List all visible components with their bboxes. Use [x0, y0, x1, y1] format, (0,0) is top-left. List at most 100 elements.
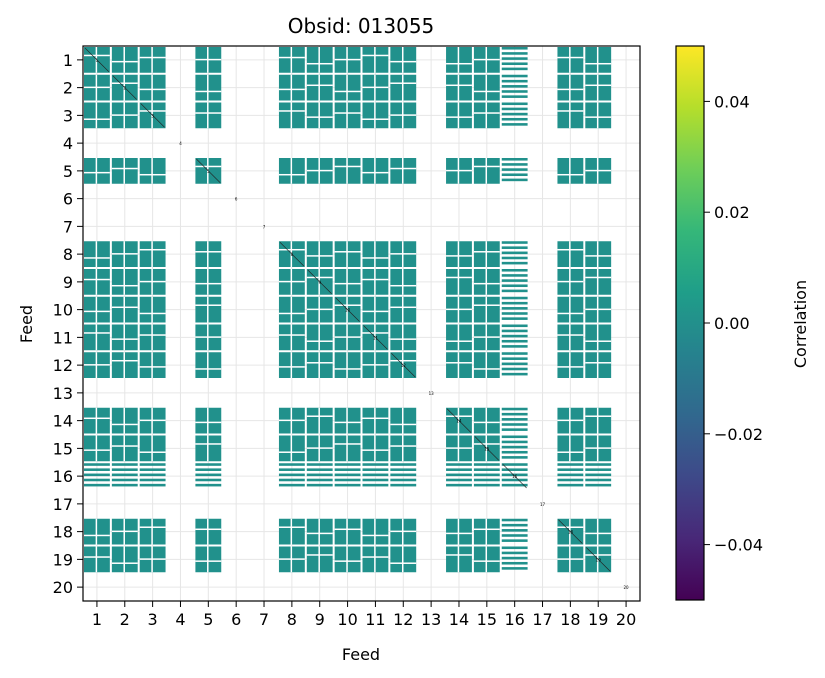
- heatmap-cell-stripe: [501, 334, 528, 338]
- diagonal-line: [502, 464, 527, 489]
- heatmap-cell-gap: [195, 251, 222, 253]
- colorbar-tick-label: −0.02: [714, 425, 763, 444]
- heatmap-cell-gap: [139, 419, 166, 422]
- heatmap-cell-stripe: [501, 261, 528, 265]
- diagonal-line: [446, 408, 472, 433]
- y-tick-label: 8: [63, 245, 73, 264]
- heatmap-cell-gap: [457, 47, 460, 73]
- heatmap-cell-gap: [151, 296, 153, 323]
- heatmap-cell-gap: [569, 74, 571, 101]
- heatmap-cell-8-18: [557, 241, 584, 267]
- heatmap-cell-8-10: [334, 241, 361, 267]
- y-tick-label: 7: [63, 217, 73, 236]
- heatmap-cell-gap: [473, 528, 500, 531]
- heatmap-cell-stripe: [501, 367, 528, 371]
- heatmap-cell-stripe: [501, 546, 528, 550]
- heatmap-cell-stripe: [585, 468, 612, 471]
- diagonal-line: [391, 353, 416, 378]
- heatmap-cell-gap: [111, 530, 138, 533]
- heatmap-cell-1-14: [446, 47, 472, 73]
- heatmap-cell-16-1: [84, 463, 110, 487]
- heatmap-cell-gap: [123, 352, 125, 378]
- heatmap-cell-gap: [401, 324, 404, 351]
- heatmap-cell-11-2: [111, 324, 138, 351]
- x-axis-ticks: 1 2 3 4 5 6 7 8 9 10 11 12 13 14 15 16 17 18 19 20: [92, 601, 636, 629]
- heatmap-cell-gap: [473, 336, 500, 338]
- heatmap-cell-gap: [446, 415, 472, 417]
- heatmap-cell-gap: [485, 158, 488, 184]
- x-tick-label: 3: [148, 610, 158, 629]
- heatmap-cell-11-16: [501, 324, 528, 348]
- heatmap-cell-15-5: [195, 435, 222, 462]
- heatmap-cell-stripe: [501, 440, 528, 444]
- heatmap-cell-5-10: [334, 158, 361, 184]
- heatmap-cell-gap: [334, 336, 361, 338]
- heatmap-cell-gap: [318, 102, 320, 129]
- heatmap-cell-9-14: [446, 269, 472, 295]
- heatmap-cell-stripe: [306, 473, 333, 477]
- colorbar: 0.04 0.02 0.00 −0.02 −0.04 Correlation: [675, 45, 810, 601]
- heatmap-cell-gap: [318, 352, 320, 378]
- heatmap-cell-stripe: [473, 483, 500, 487]
- plot-frame: [82, 45, 641, 602]
- heatmap-cell-8-19: [585, 241, 612, 267]
- heatmap-cell-gap: [569, 324, 571, 351]
- y-tick-label: 19: [53, 550, 73, 569]
- heatmap-cell-1-12: [390, 47, 417, 73]
- heatmap-cell-gap: [557, 280, 584, 283]
- heatmap-cell-gap: [390, 60, 417, 63]
- diagonal-line: [140, 103, 165, 128]
- heatmap-cell-gap: [84, 278, 110, 281]
- y-tick-label: 14: [53, 412, 73, 431]
- heatmap-cell-5-15: [473, 158, 500, 184]
- heatmap-cell-gap: [390, 82, 417, 84]
- heatmap-cell-gap: [195, 58, 222, 61]
- heatmap-cell-stripe: [473, 473, 500, 477]
- heatmap-cell-stripe: [501, 79, 528, 83]
- heatmap-cell-11-15: [473, 324, 500, 351]
- heatmap-cell-18-14: [446, 518, 472, 545]
- heatmap-cell-stripe: [501, 296, 528, 300]
- heatmap-cell-12-19: [585, 352, 612, 378]
- heatmap-cell-18-10: [334, 518, 361, 545]
- heatmap-cell-gap: [557, 366, 584, 368]
- heatmap-cell-gap: [596, 102, 599, 129]
- heatmap-cell-15-18: [557, 435, 584, 462]
- heatmap-cell-9-5: [195, 269, 222, 295]
- heatmap-cell-9-11: [362, 269, 389, 295]
- heatmap-cell-gap: [139, 451, 166, 453]
- heatmap-cell-gap: [557, 248, 584, 251]
- heatmap-cell-gap: [596, 241, 599, 267]
- heatmap-cell-gap: [401, 158, 404, 184]
- heatmap-cell-stripe: [501, 329, 528, 333]
- heatmap-cell-2-10: [334, 74, 361, 101]
- heatmap-cell-gap: [346, 407, 348, 434]
- heatmap-cell-gap: [374, 269, 376, 295]
- heatmap-cell-gap: [362, 364, 389, 366]
- heatmap-cell-14-9: [306, 407, 333, 434]
- heatmap-cell-stripe: [84, 483, 110, 487]
- heatmap-cell-1-8: [278, 47, 305, 73]
- heatmap-cell-gap: [585, 308, 612, 311]
- heatmap-cell-gap: [111, 338, 138, 340]
- x-tick-label: 7: [259, 610, 269, 629]
- heatmap-cell-5-1: [84, 158, 110, 184]
- heatmap-cell-stripe: [501, 158, 528, 161]
- heatmap-cell-gap: [84, 417, 110, 420]
- heatmap-cell-gap: [278, 56, 305, 59]
- heatmap-cell-gap: [585, 276, 612, 279]
- heatmap-cell-gap: [346, 546, 348, 573]
- heatmap-cell-gap: [207, 74, 209, 101]
- heatmap-cell-16-14: [446, 463, 472, 487]
- heatmap-cell-gap: [374, 546, 376, 573]
- heatmap-cell-gap: [569, 518, 571, 545]
- heatmap-cell-16-8: [278, 463, 305, 487]
- heatmap-cell-14-5: [195, 407, 222, 434]
- heatmap-cell-stripe: [501, 445, 528, 449]
- heatmap-cell-2-1: [84, 74, 110, 101]
- heatmap-cell-gap: [207, 518, 209, 545]
- heatmap-cell-stripe: [501, 284, 528, 288]
- heatmap-cell-gap: [334, 560, 361, 562]
- heatmap-cell-gap: [362, 278, 389, 281]
